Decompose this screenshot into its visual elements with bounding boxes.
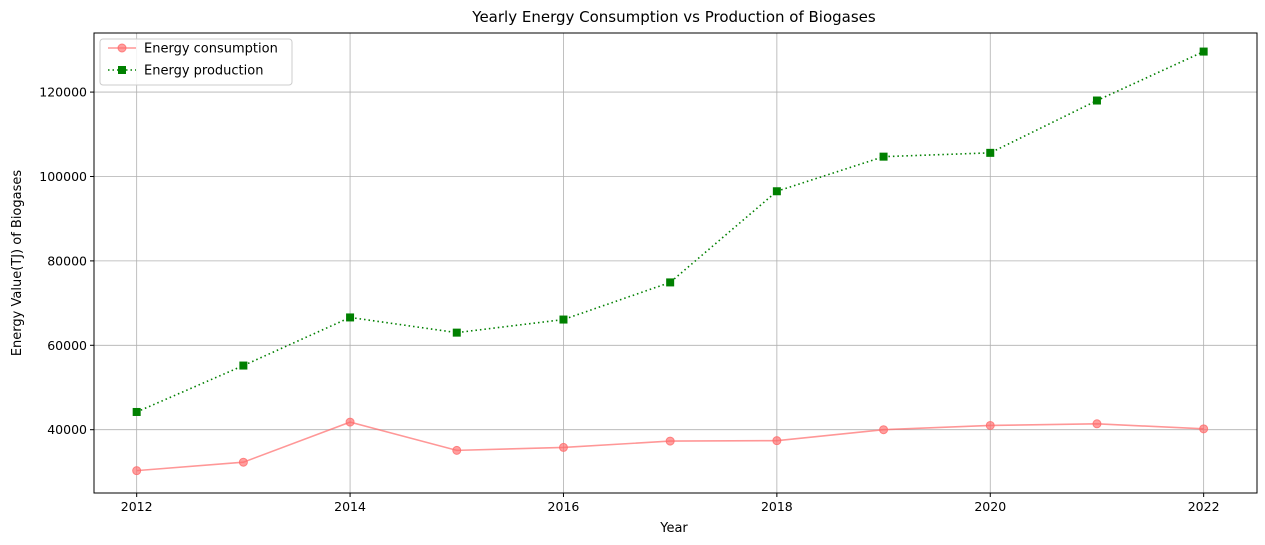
data-point xyxy=(666,278,675,287)
data-point xyxy=(1199,424,1209,434)
data-point xyxy=(452,445,462,455)
legend-item: Energy production xyxy=(108,64,263,79)
data-point xyxy=(1092,419,1102,429)
legend-box xyxy=(99,38,293,86)
data-point xyxy=(238,457,248,467)
legend-marker xyxy=(117,43,127,53)
y-tick-label: 60000 xyxy=(47,338,87,353)
x-tick-label: 2020 xyxy=(974,499,1006,514)
data-point xyxy=(772,187,781,196)
data-point xyxy=(879,425,889,435)
data-point xyxy=(985,420,995,430)
data-point xyxy=(132,407,141,416)
x-axis-label: Year xyxy=(659,521,688,536)
data-point xyxy=(345,417,355,427)
data-point xyxy=(986,148,995,157)
data-point xyxy=(346,313,355,322)
data-point xyxy=(879,152,888,161)
series-line xyxy=(136,50,1204,413)
series-layer xyxy=(132,47,1209,476)
data-point xyxy=(239,361,248,370)
data-point xyxy=(558,442,568,452)
x-tick-label: 2012 xyxy=(121,499,153,514)
plot-area-frame xyxy=(93,32,1258,494)
series-energy-consumption xyxy=(132,417,1209,476)
legend-marker xyxy=(118,66,126,74)
chart-title: Yearly Energy Consumption vs Production … xyxy=(471,8,876,26)
y-tick-label: 40000 xyxy=(47,422,87,437)
series-energy-production xyxy=(132,47,1208,416)
y-tick-label: 120000 xyxy=(39,85,87,100)
x-tick-label: 2018 xyxy=(761,499,793,514)
data-point xyxy=(559,315,568,324)
x-axis: 2012 2014 2016 2018 2020 2022 xyxy=(121,493,1220,514)
data-point xyxy=(1199,47,1208,56)
y-tick-label: 80000 xyxy=(47,253,87,268)
y-tick-label: 100000 xyxy=(39,169,87,184)
data-point xyxy=(132,466,142,476)
y-axis-label: Energy Value(TJ) of Biogases xyxy=(10,170,25,357)
x-tick-label: 2016 xyxy=(548,499,580,514)
x-tick-label: 2014 xyxy=(334,499,366,514)
legend-label: Energy production xyxy=(144,64,263,79)
legend: Energy consumption Energy production xyxy=(99,38,293,86)
legend-item: Energy consumption xyxy=(108,42,278,57)
x-tick-label: 2022 xyxy=(1188,499,1220,514)
y-axis: 40000 60000 80000 100000 120000 xyxy=(39,85,94,437)
data-point xyxy=(772,436,782,446)
data-point xyxy=(452,328,461,337)
data-point xyxy=(1092,96,1101,105)
grid xyxy=(94,33,1257,493)
legend-label: Energy consumption xyxy=(144,42,278,57)
data-point xyxy=(665,436,675,446)
